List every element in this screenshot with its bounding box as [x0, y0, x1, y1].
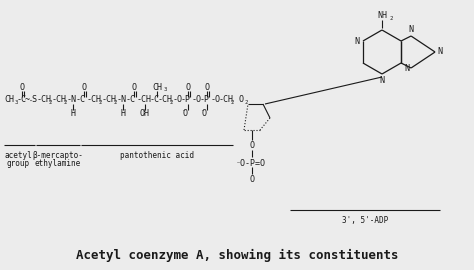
Text: Acetyl coenzyme A, showing its constituents: Acetyl coenzyme A, showing its constitue…: [76, 248, 398, 262]
Text: -C: -C: [150, 96, 160, 104]
Text: 2: 2: [245, 100, 248, 104]
Text: -CH: -CH: [102, 96, 117, 104]
Text: -CH: -CH: [158, 96, 173, 104]
Text: 2: 2: [99, 100, 102, 105]
Text: H: H: [71, 109, 75, 117]
Text: -CH: -CH: [137, 96, 152, 104]
Text: 2: 2: [64, 100, 67, 105]
Text: N: N: [404, 64, 409, 73]
Text: ⁻O-P=O: ⁻O-P=O: [236, 158, 266, 167]
Text: -CH: -CH: [37, 96, 52, 104]
Text: O: O: [183, 109, 188, 117]
Text: β-mercapto-: β-mercapto-: [33, 150, 83, 160]
Text: CH: CH: [152, 83, 162, 92]
Text: O: O: [82, 83, 86, 92]
Text: -CH: -CH: [52, 96, 67, 104]
Text: -CH: -CH: [219, 96, 234, 104]
Text: N: N: [354, 36, 359, 46]
Text: ⁻: ⁻: [200, 109, 204, 115]
Text: 2: 2: [389, 15, 392, 21]
Text: -O: -O: [211, 96, 221, 104]
Text: -O: -O: [173, 96, 183, 104]
Text: 3: 3: [164, 87, 167, 92]
Text: 3: 3: [15, 100, 18, 105]
Text: 2: 2: [231, 100, 234, 105]
Text: ~: ~: [25, 96, 30, 104]
Text: N: N: [437, 48, 442, 56]
Text: N: N: [409, 25, 413, 34]
Text: N: N: [380, 76, 384, 85]
Text: acetyl: acetyl: [4, 150, 32, 160]
Text: pantothenic acid: pantothenic acid: [120, 150, 194, 160]
Text: -O: -O: [192, 96, 202, 104]
Text: ⁻: ⁻: [181, 109, 185, 115]
Text: O: O: [185, 83, 191, 92]
Text: group: group: [7, 160, 29, 168]
Text: 2: 2: [170, 100, 173, 105]
Text: 2: 2: [114, 100, 117, 105]
Text: O: O: [249, 141, 255, 150]
Text: NH: NH: [377, 12, 387, 21]
Text: -C: -C: [76, 96, 86, 104]
Text: O: O: [249, 176, 255, 184]
Text: O: O: [234, 96, 244, 104]
Text: OH: OH: [140, 109, 150, 117]
Text: S: S: [31, 96, 36, 104]
Text: -P: -P: [200, 96, 210, 104]
Text: -P: -P: [181, 96, 191, 104]
Text: O: O: [204, 83, 210, 92]
Text: 3', 5'-ADP: 3', 5'-ADP: [342, 215, 388, 224]
Text: H: H: [120, 109, 126, 117]
Text: O: O: [202, 109, 207, 117]
Text: ethylamine: ethylamine: [35, 160, 81, 168]
Text: -C: -C: [126, 96, 136, 104]
Text: O: O: [19, 83, 25, 92]
Text: -N: -N: [67, 96, 77, 104]
Text: 2: 2: [49, 100, 52, 105]
Text: CH: CH: [4, 96, 14, 104]
Text: -C: -C: [17, 96, 27, 104]
Text: -CH: -CH: [87, 96, 102, 104]
Text: O: O: [131, 83, 137, 92]
Text: -N: -N: [117, 96, 127, 104]
